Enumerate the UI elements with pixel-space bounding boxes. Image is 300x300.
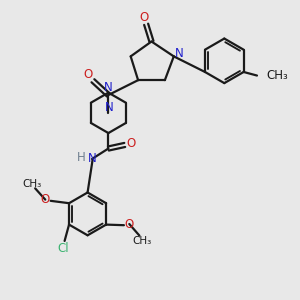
Text: N: N — [88, 152, 97, 165]
Text: N: N — [104, 81, 113, 94]
Text: O: O — [84, 68, 93, 81]
Text: O: O — [40, 193, 50, 206]
Text: N: N — [105, 101, 113, 114]
Text: O: O — [127, 137, 136, 150]
Text: H: H — [77, 151, 85, 164]
Text: O: O — [125, 218, 134, 230]
Text: O: O — [139, 11, 148, 24]
Text: CH₃: CH₃ — [267, 69, 289, 82]
Text: CH₃: CH₃ — [133, 236, 152, 246]
Text: Cl: Cl — [57, 242, 69, 255]
Text: N: N — [175, 47, 184, 61]
Text: CH₃: CH₃ — [22, 178, 42, 189]
